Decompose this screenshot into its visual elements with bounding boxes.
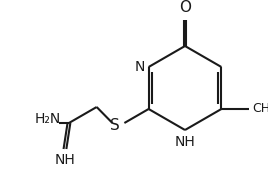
Text: H₂N: H₂N [35, 112, 61, 126]
Text: NH: NH [55, 153, 75, 167]
Text: NH: NH [175, 135, 195, 149]
Text: N: N [134, 60, 145, 74]
Text: O: O [179, 0, 191, 15]
Text: S: S [110, 118, 119, 134]
Text: CH₃: CH₃ [252, 102, 268, 115]
